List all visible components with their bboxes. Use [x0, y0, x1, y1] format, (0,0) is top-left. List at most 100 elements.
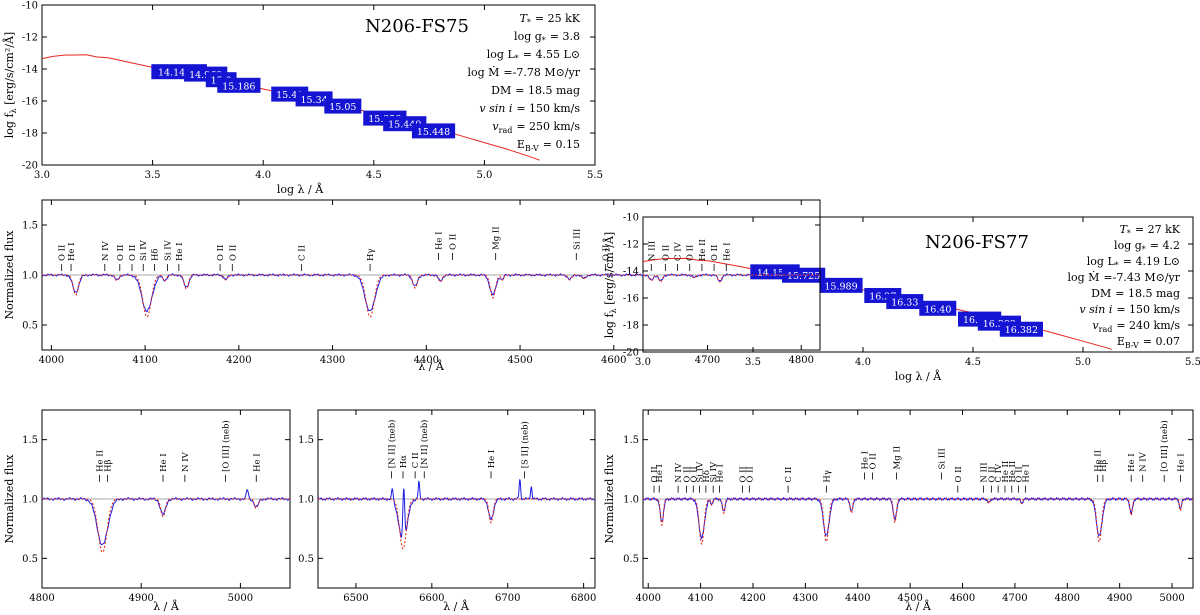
spec-xlabel: λ / Å [153, 599, 180, 613]
line-id-label: [N II] (neb) [419, 420, 430, 469]
x-tick-label: 5.5 [587, 170, 603, 181]
photometry-label: 16.27 [869, 291, 896, 302]
sed-xlabel-fs75: log λ / Å [277, 182, 324, 196]
y-tick-label: 0.5 [22, 554, 38, 565]
line-id-label: Si III [572, 229, 582, 250]
x-tick-label: 5000 [1159, 593, 1184, 604]
line-id-label: Hβ [1099, 459, 1109, 471]
line-id-label: O II [710, 245, 720, 261]
y-tick-label: -14 [22, 65, 38, 76]
x-tick-label: 4800 [29, 593, 54, 604]
y-tick-label: -18 [623, 321, 639, 332]
spec-ylabel: Normalized flux [603, 454, 616, 544]
line-id-label: He I [722, 242, 732, 261]
line-id-label: He I [1021, 464, 1031, 483]
line-id-label: [S II] (neb) [519, 421, 530, 468]
photometry-label: 15.05 [329, 102, 356, 113]
sed-params-fs75: T* = 25 kK log g* = 3.8 log L* = 4.55 L⊙ lo… [467, 12, 580, 153]
x-tick-label: 4600 [601, 355, 626, 366]
line-id-label: He II [96, 450, 106, 472]
photometry-box [295, 91, 333, 107]
sed-model-line [41, 54, 540, 161]
line-id-label: C II [411, 452, 421, 468]
x-tick-label: 4100 [132, 355, 157, 366]
line-id-label: [O III] (neb) [1159, 420, 1170, 472]
line-id-label: Si IV [164, 239, 174, 261]
line-id-label: He I [716, 464, 726, 483]
x-tick-label: 5.5 [1185, 357, 1200, 368]
photometry-label: 16.33 [891, 298, 918, 309]
x-tick-label: 4300 [793, 593, 818, 604]
param-row: v sin i = 150 km/s [479, 102, 580, 115]
line-id-label: Hγ [822, 470, 832, 483]
line-id-label: He II [1001, 461, 1011, 483]
observed-spectrum [642, 496, 1194, 540]
photometry-label: 16.40 [924, 304, 951, 315]
line-id-label: N IV [674, 462, 684, 482]
line-id-label: Si IV [139, 239, 149, 261]
line-id-label: O II [116, 245, 126, 261]
y-tick-label: -18 [22, 129, 38, 140]
line-id-label: O II [689, 466, 699, 482]
line-id-label: O II [954, 466, 964, 482]
photometry-box [919, 300, 957, 316]
line-id-label: C IV [994, 463, 1004, 483]
observed-spectrum [41, 489, 291, 546]
x-tick-label: 4700 [1002, 593, 1027, 604]
x-tick-label: 3.5 [145, 170, 161, 181]
y-tick-label: 1.0 [623, 495, 639, 506]
line-id-label: He I [435, 231, 445, 250]
x-tick-label: 4000 [636, 593, 661, 604]
line-id-label: He I [861, 451, 871, 470]
line-id-label: Si IV [709, 461, 719, 483]
line-id-label: C IV [674, 241, 684, 261]
x-tick-label: 5.0 [476, 170, 492, 181]
x-tick-label: 4100 [688, 593, 713, 604]
photometry-label: 15.449 [388, 120, 421, 131]
spectrum-panel-fs75-halpha: λ / Å 6500 6600 6700 6800 0.5 1.0 1.5 [N II] (n… [298, 409, 596, 613]
line-id-label: O II [745, 466, 755, 482]
spectrum-panel-fs75-blue: λ / Å Normalized flux 4000 4100 4200 4300 44… [3, 199, 821, 373]
sed-params-fs77: T* = 27 kK log g* = 4.2 log L* = 4.19 L⊙ lo… [1067, 223, 1180, 350]
param-row: EB-V = 0.15 [517, 138, 580, 153]
y-tick-label: 0.5 [22, 321, 38, 332]
line-id-label: Mg II [893, 446, 903, 470]
sed-ylabel-fs77: log fλ [erg/s/cm²/Å] [602, 232, 618, 338]
photometry-label: 14.14.84 [158, 68, 200, 79]
x-tick-label: 4800 [1055, 593, 1080, 604]
param-row: vrad = 240 km/s [1092, 319, 1180, 334]
line-id-label: O II [449, 234, 459, 250]
param-row: DM = 18.5 mag [491, 84, 580, 97]
line-id-label: [N II] (neb) [387, 420, 398, 469]
x-tick-label: 4500 [507, 355, 532, 366]
photometry-label: 15.989 [824, 281, 857, 292]
line-id-label: Si III [938, 448, 948, 469]
y-tick-label: 1.0 [298, 495, 314, 506]
y-tick-label: -16 [623, 294, 639, 305]
x-tick-label: 4200 [226, 355, 251, 366]
line-id-label: O II [683, 466, 693, 482]
param-row: log L* = 4.55 L⊙ [487, 48, 580, 63]
x-tick-label: 4600 [950, 593, 975, 604]
x-tick-label: 4000 [39, 355, 64, 366]
x-tick-label: 4.5 [366, 170, 382, 181]
model-spectrum [643, 498, 1193, 545]
sed-panel-fs75: N206-FS75 log λ / Å log fλ [erg/s/cm²/Å]… [2, 1, 603, 197]
line-id-label: N III [647, 241, 657, 261]
x-tick-label: 6800 [571, 593, 596, 604]
param-row: vrad = 250 km/s [492, 120, 580, 135]
line-id-label: Hα [399, 455, 409, 468]
line-id-label: Hβ [104, 459, 114, 471]
line-id-label: He I [175, 242, 185, 261]
y-tick-label: 1.0 [22, 495, 38, 506]
spec-ylabel: Normalized flux [3, 230, 16, 320]
x-tick-label: 3.5 [745, 357, 761, 368]
x-tick-label: 6600 [419, 593, 444, 604]
x-tick-label: 5.0 [1075, 357, 1091, 368]
line-id-label: Hγ [366, 249, 376, 262]
line-id-label: O II [216, 245, 226, 261]
line-id-label: O II [987, 466, 997, 482]
y-tick-label: 1.5 [298, 435, 314, 446]
photometry-label: 15.448 [417, 127, 450, 138]
